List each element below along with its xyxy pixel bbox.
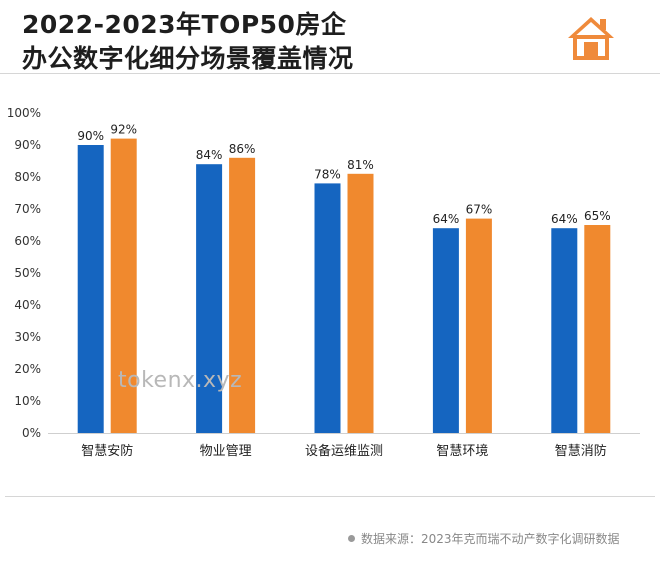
bar-chart: 0% 10% 20% 30% 40% 50% 60% 70% 80% 90% 100% 90% 92% 智… bbox=[7, 106, 640, 459]
source-note: 数据来源：2023年克而瑞不动产数字化调研数据 bbox=[348, 530, 620, 547]
bar bbox=[584, 225, 611, 433]
bar bbox=[432, 228, 459, 433]
y-tick-label: 60% bbox=[14, 234, 41, 248]
category-label: 智慧消防 bbox=[555, 443, 607, 459]
y-tick-label: 40% bbox=[14, 298, 41, 312]
category-label: 智慧环境 bbox=[436, 443, 488, 459]
y-tick-label: 0% bbox=[22, 426, 41, 440]
data-label: 78% bbox=[314, 167, 341, 181]
data-label: 67% bbox=[466, 203, 493, 217]
header-divider bbox=[0, 73, 660, 74]
bar bbox=[551, 228, 578, 433]
y-tick-label: 10% bbox=[14, 394, 41, 408]
data-label: 64% bbox=[551, 212, 578, 226]
bar bbox=[465, 218, 492, 433]
data-label: 86% bbox=[229, 142, 256, 156]
chart-title: 2022-2023年TOP50房企 办公数字化细分场景覆盖情况 bbox=[22, 8, 354, 76]
house-icon bbox=[568, 17, 614, 60]
y-tick-label: 30% bbox=[14, 330, 41, 344]
watermark-text: tokenx.xyz bbox=[118, 368, 243, 393]
title-line-1: 2022-2023年TOP50房企 bbox=[22, 10, 347, 39]
y-tick-label: 20% bbox=[14, 362, 41, 376]
bar bbox=[77, 145, 104, 433]
bar bbox=[314, 183, 341, 433]
footer-divider bbox=[5, 496, 655, 497]
data-label: 84% bbox=[196, 148, 223, 162]
data-label: 65% bbox=[584, 209, 611, 223]
y-tick-label: 50% bbox=[14, 266, 41, 280]
source-text: 数据来源：2023年克而瑞不动产数字化调研数据 bbox=[361, 532, 620, 546]
title-line-2: 办公数字化细分场景覆盖情况 bbox=[22, 44, 354, 73]
bar bbox=[347, 173, 374, 434]
bar bbox=[196, 164, 223, 433]
bar bbox=[110, 138, 137, 433]
y-tick-label: 70% bbox=[14, 202, 41, 216]
category-label: 设备运维监测 bbox=[305, 443, 383, 459]
category-label: 智慧安防 bbox=[81, 443, 133, 459]
data-label: 90% bbox=[77, 129, 104, 143]
bar bbox=[229, 157, 256, 434]
y-tick-label: 80% bbox=[14, 170, 41, 184]
data-label: 81% bbox=[347, 158, 374, 172]
category-label: 物业管理 bbox=[200, 444, 252, 459]
bullet-dot-icon bbox=[348, 535, 355, 542]
data-label: 64% bbox=[433, 212, 460, 226]
data-label: 92% bbox=[110, 123, 137, 137]
y-tick-label: 100% bbox=[7, 106, 41, 120]
y-tick-label: 90% bbox=[14, 138, 41, 152]
